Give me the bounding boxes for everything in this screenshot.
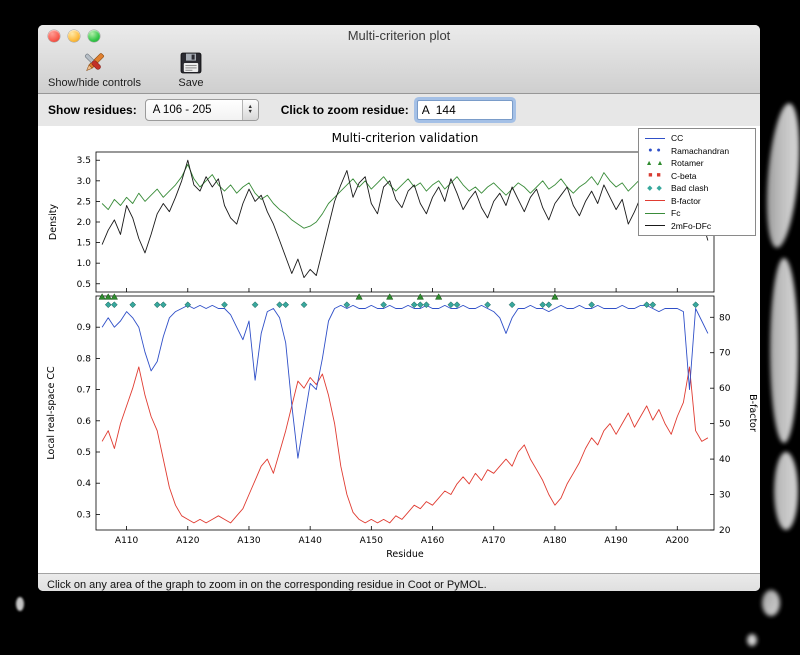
- legend-label: 2mFo-DFc: [671, 220, 712, 231]
- legend-label: Rotamer: [671, 158, 704, 169]
- svg-text:A170: A170: [482, 536, 506, 546]
- residue-range-select[interactable]: A 106 - 205 ▲ ▼: [144, 99, 259, 121]
- legend-line-swatch: [644, 193, 666, 209]
- legend-marker-icon: ▲ ▲: [645, 159, 665, 167]
- legend-item-2mfo-dfc: 2mFo-DFc: [644, 220, 750, 233]
- legend-label: Fc: [671, 208, 681, 219]
- svg-text:A200: A200: [666, 536, 690, 546]
- svg-text:20: 20: [719, 526, 731, 536]
- minimize-button[interactable]: [68, 30, 80, 42]
- legend-line-swatch: [644, 218, 666, 234]
- legend-label: C-beta: [671, 170, 697, 181]
- svg-text:1.5: 1.5: [77, 239, 91, 249]
- svg-text:Density: Density: [48, 204, 59, 240]
- zoom-residue-input[interactable]: [416, 100, 513, 120]
- svg-text:80: 80: [719, 313, 731, 323]
- window-header: Multi-criterion plot Sh: [38, 25, 760, 94]
- svg-text:0.8: 0.8: [77, 354, 92, 364]
- save-label: Save: [178, 77, 204, 89]
- show-residues-label: Show residues:: [48, 103, 137, 117]
- show-hide-controls-button[interactable]: Show/hide controls: [48, 49, 141, 89]
- stepper-arrows-icon: ▲ ▼: [241, 100, 258, 120]
- legend-item-fc: Fc: [644, 207, 750, 220]
- svg-text:B-factor: B-factor: [747, 394, 758, 432]
- background-artifact: [770, 258, 798, 443]
- svg-text:Residue: Residue: [386, 549, 424, 560]
- svg-text:0.7: 0.7: [77, 386, 91, 396]
- svg-text:3.5: 3.5: [77, 156, 91, 166]
- svg-text:0.5: 0.5: [77, 448, 91, 458]
- svg-text:A150: A150: [360, 536, 384, 546]
- legend-label: B-factor: [671, 195, 701, 206]
- svg-text:0.4: 0.4: [77, 479, 92, 489]
- toolbar: Show/hide controls Save: [38, 47, 760, 93]
- app-window: Multi-criterion plot Sh: [38, 25, 760, 591]
- svg-text:1.0: 1.0: [77, 259, 92, 269]
- background-artifact: [762, 590, 780, 616]
- legend-line-swatch: [644, 205, 666, 221]
- save-icon: [179, 49, 203, 76]
- svg-text:2.5: 2.5: [77, 197, 91, 207]
- svg-text:Local real-space CC: Local real-space CC: [46, 366, 57, 460]
- svg-text:50: 50: [719, 420, 731, 430]
- legend-item-rotamer: ▲ ▲ Rotamer: [644, 157, 750, 170]
- legend-item-b-factor: B-factor: [644, 195, 750, 208]
- svg-text:0.9: 0.9: [77, 323, 92, 333]
- residue-range-value: A 106 - 205: [152, 104, 212, 116]
- svg-text:70: 70: [719, 349, 731, 359]
- titlebar[interactable]: Multi-criterion plot: [38, 25, 760, 47]
- zoom-residue-label: Click to zoom residue:: [280, 103, 409, 117]
- legend-item-bad-clash: ◆ ◆ Bad clash: [644, 182, 750, 195]
- chart-legend: CC ● ● Ramachandran ▲ ▲ Rotamer ■ ■ C-beta ◆ ◆ B…: [638, 128, 756, 236]
- background-artifact: [16, 597, 24, 611]
- svg-text:0.5: 0.5: [77, 280, 91, 290]
- legend-label: Bad clash: [671, 183, 709, 194]
- svg-text:30: 30: [719, 491, 731, 501]
- status-bar: Click on any area of the graph to zoom i…: [38, 573, 760, 591]
- controls-row: Show residues: A 106 - 205 ▲ ▼ Click to z…: [38, 94, 760, 126]
- close-button[interactable]: [48, 30, 60, 42]
- zoom-window-button[interactable]: [88, 30, 100, 42]
- legend-label: Ramachandran: [671, 145, 730, 156]
- svg-text:Multi-criterion validation: Multi-criterion validation: [332, 131, 479, 145]
- multi-criterion-chart[interactable]: Multi-criterion validation 0.5 1.0 1.5 2.0 2.…: [38, 126, 760, 568]
- svg-text:3.0: 3.0: [77, 177, 92, 187]
- svg-text:A130: A130: [237, 536, 261, 546]
- svg-text:60: 60: [719, 384, 731, 394]
- svg-text:A180: A180: [543, 536, 567, 546]
- plot-figure[interactable]: Multi-criterion validation 0.5 1.0 1.5 2.0 2.…: [38, 126, 760, 573]
- show-hide-controls-label: Show/hide controls: [48, 77, 141, 89]
- background-artifact: [774, 452, 798, 530]
- svg-text:2.0: 2.0: [77, 218, 92, 228]
- save-button[interactable]: Save: [169, 49, 213, 89]
- svg-text:A190: A190: [604, 536, 628, 546]
- svg-text:0.3: 0.3: [77, 510, 91, 520]
- svg-text:A120: A120: [176, 536, 200, 546]
- tools-icon: [79, 49, 109, 76]
- legend-marker-icon: ◆ ◆: [647, 184, 663, 192]
- svg-text:40: 40: [719, 455, 731, 465]
- svg-text:A140: A140: [298, 536, 322, 546]
- status-text: Click on any area of the graph to zoom i…: [47, 578, 487, 591]
- legend-marker-icon: ■ ■: [648, 172, 662, 180]
- traffic-lights: [48, 30, 100, 42]
- legend-label: CC: [671, 133, 684, 144]
- legend-item-cc: CC: [644, 132, 750, 145]
- svg-text:A160: A160: [421, 536, 445, 546]
- legend-marker-icon: ● ●: [648, 147, 662, 155]
- legend-item-c-beta: ■ ■ C-beta: [644, 170, 750, 183]
- legend-line-swatch: [644, 130, 666, 146]
- legend-item-ramachandran: ● ● Ramachandran: [644, 145, 750, 158]
- svg-text:A110: A110: [115, 536, 139, 546]
- window-title: Multi-criterion plot: [347, 28, 451, 43]
- svg-text:0.6: 0.6: [77, 417, 92, 427]
- background-artifact: [761, 101, 800, 250]
- background-artifact: [747, 634, 757, 646]
